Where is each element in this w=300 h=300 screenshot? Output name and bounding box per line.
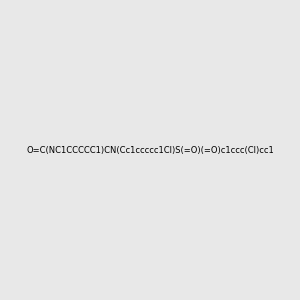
Text: O=C(NC1CCCCC1)CN(Cc1ccccc1Cl)S(=O)(=O)c1ccc(Cl)cc1: O=C(NC1CCCCC1)CN(Cc1ccccc1Cl)S(=O)(=O)c1… bbox=[26, 146, 274, 154]
